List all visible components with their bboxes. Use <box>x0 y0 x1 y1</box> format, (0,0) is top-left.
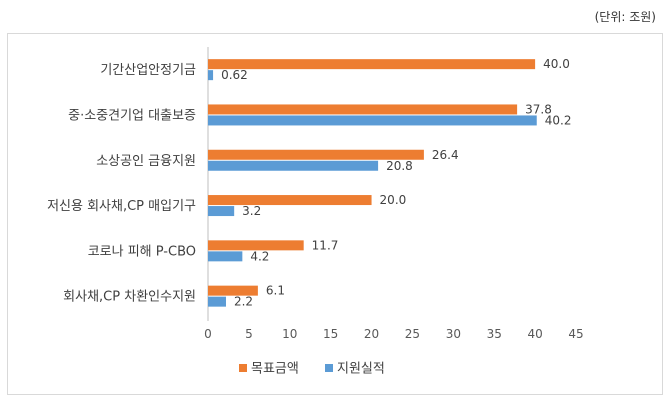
bar-actual <box>208 115 537 126</box>
x-tick-label: 40 <box>527 327 542 341</box>
bar-actual <box>208 160 379 171</box>
bar-actual <box>208 251 243 262</box>
legend-entry: 지원실적 <box>337 362 385 377</box>
legend: 목표금액 지원실적 <box>239 362 385 377</box>
category-label: 소상공인 금융지원 <box>96 154 196 169</box>
x-tick-label: 25 <box>405 327 420 341</box>
data-label: 4.2 <box>250 249 269 263</box>
data-label: 20.8 <box>386 159 413 173</box>
category-label: 기간산업안정기금 <box>100 63 196 78</box>
bar-target <box>208 104 518 115</box>
bar-target <box>208 149 424 160</box>
bar-target <box>208 59 536 70</box>
plot-area: 기간산업안정기금 40.0 0.62 중·소중견기업 대출보증 37.840.2 소상공인… <box>47 47 584 341</box>
unit-note: (단위: 조원) <box>594 10 656 24</box>
bar-actual <box>208 206 235 217</box>
bar-target <box>208 195 372 206</box>
x-tick-label: 45 <box>568 327 583 341</box>
data-label: 37.8 <box>525 102 552 116</box>
data-label: 40.0 <box>543 57 570 71</box>
bar-target <box>208 285 258 296</box>
x-tick-label: 0 <box>204 327 212 341</box>
data-label: 2.2 <box>234 295 253 309</box>
x-tick-label: 30 <box>446 327 461 341</box>
category-label: 중·소중견기업 대출보증 <box>68 108 196 123</box>
data-label: 20.0 <box>380 193 407 207</box>
data-label: 11.7 <box>312 238 339 252</box>
x-tick-label: 10 <box>282 327 297 341</box>
data-label: 26.4 <box>432 148 459 162</box>
bar-actual <box>208 70 214 81</box>
legend-entry: 목표금액 <box>251 362 299 377</box>
category-label: 저신용 회사채,CP 매입기구 <box>47 199 196 214</box>
data-label: 40.2 <box>545 113 572 127</box>
x-tick-label: 20 <box>364 327 379 341</box>
data-label: 6.1 <box>266 284 285 298</box>
bar-actual <box>208 296 226 307</box>
data-label: 3.2 <box>242 204 261 218</box>
x-tick-label: 15 <box>323 327 338 341</box>
bar-chart: 기간산업안정기금 40.0 0.62 중·소중견기업 대출보증 37.840.2 소상공인… <box>47 47 584 377</box>
chart-frame: 기간산업안정기금 40.0 0.62 중·소중견기업 대출보증 37.8 40.2 소상공인… <box>7 33 663 395</box>
x-tick-label: 35 <box>487 327 502 341</box>
category-label: 회사채,CP 차환인수지원 <box>63 290 196 305</box>
legend-swatch <box>325 364 333 372</box>
legend-swatch <box>239 364 247 372</box>
data-label: 0.62 <box>221 68 248 82</box>
category-label: 코로나 피해 P-CBO <box>88 244 196 259</box>
bar-target <box>208 240 304 251</box>
x-tick-label: 5 <box>245 327 253 341</box>
